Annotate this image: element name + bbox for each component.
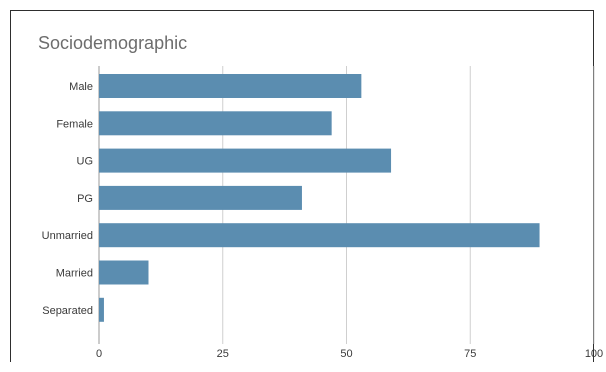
category-labels: Male Female UG PG Unmarried Married Separated [42,81,93,317]
bar-pg [99,185,302,210]
bar-female [99,111,332,136]
bar-married [99,260,149,285]
x-tick-label: 50 [340,348,352,360]
bar-ug [99,148,392,173]
chart-title: Sociodemographic [38,33,188,53]
category-label: UG [77,156,94,168]
bar-separated [99,297,104,322]
category-label: Separated [42,305,93,317]
x-tick-label: 0 [96,348,102,360]
category-label: PG [77,193,93,205]
bars [99,74,540,322]
category-label: Married [56,268,93,280]
x-tick-label: 25 [217,348,229,360]
x-tick-label: 100 [585,348,603,360]
category-label: Unmarried [42,230,93,242]
bar-unmarried [99,223,540,248]
category-label: Male [69,81,93,93]
x-tick-label: 75 [464,348,476,360]
category-label: Female [56,118,93,130]
x-axis-tick-labels: 0 25 50 75 100 [96,348,603,360]
bar-male [99,74,362,98]
